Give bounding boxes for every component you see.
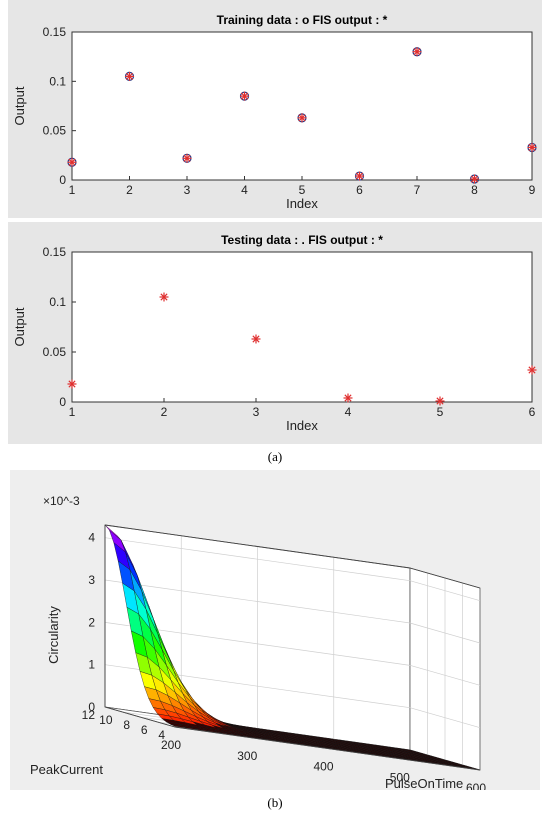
y-axis-label: Output	[12, 307, 27, 346]
x-tick-label: 200	[161, 738, 181, 752]
x-tick-label: 5	[299, 183, 306, 197]
axis-edge	[104, 706, 176, 728]
x-tick-label: 300	[237, 749, 257, 763]
surface-cell	[170, 724, 187, 729]
data-point-star	[67, 379, 77, 389]
z-tick-label: 0	[88, 700, 95, 714]
surface-chart-panel: 0 1 2 3 4 ×10^-3 4 6 8 10 12 200 300 400 500 600 Circula…	[10, 470, 540, 795]
x-tick-label: 400	[313, 760, 333, 774]
x-tick-label: 6	[356, 183, 363, 197]
data-point-star	[240, 91, 249, 101]
data-point-star	[435, 396, 445, 406]
y-tick-label: 0.05	[43, 345, 67, 359]
z-exponent-label: ×10^-3	[43, 494, 80, 508]
data-point-star	[159, 292, 169, 302]
z-tick-label: 4	[88, 531, 95, 545]
data-point-star	[182, 153, 192, 163]
x-tick-label: 2	[161, 405, 168, 419]
y-axis-label: Output	[12, 86, 27, 125]
y-tick-label: 0	[59, 173, 66, 187]
y-tick-label: 10	[99, 713, 113, 727]
y-tick-label: 0.05	[43, 124, 67, 138]
caption-a: (a)	[267, 449, 283, 464]
axis-edge	[174, 726, 481, 771]
y-tick-label: 0.1	[49, 74, 66, 88]
data-point-star	[125, 71, 134, 81]
x-tick-label: 7	[414, 183, 421, 197]
data-point-star	[251, 334, 261, 344]
x-tick-label: 9	[529, 183, 536, 197]
x-tick-label: 4	[345, 405, 352, 419]
testing-chart-panel: Testing data : . FIS output : * 1 2 3 4 5 6 0 0.…	[8, 222, 542, 444]
x-axis-label: Index	[286, 196, 318, 211]
x-tick-label: 4	[241, 183, 248, 197]
x-tick-label: 3	[184, 183, 191, 197]
surface-mesh	[104, 524, 481, 771]
x-tick-label: 1	[69, 183, 76, 197]
y-axis-label: PeakCurrent	[30, 762, 103, 777]
data-point-star	[412, 47, 422, 57]
axis-edge	[104, 524, 411, 569]
data-point-star	[527, 365, 537, 375]
data-point-star	[297, 113, 307, 123]
z-tick-label: 2	[88, 615, 95, 629]
x-tick-label: 1	[69, 405, 76, 419]
x-tick-label: 6	[529, 405, 536, 419]
chart-title: Training data : o FIS output : *	[217, 13, 388, 27]
x-tick-label: 2	[126, 183, 133, 197]
y-tick-label: 0.15	[43, 245, 67, 259]
y-tick-label: 12	[82, 708, 96, 722]
x-axis-label: Index	[286, 418, 318, 433]
data-point-star	[527, 142, 537, 152]
training-chart: Training data : o FIS output : * 1 2 3 4 5 6 7 8…	[12, 13, 537, 211]
caption-b: (b)	[267, 795, 283, 810]
data-point-star	[470, 174, 479, 184]
data-point-star	[67, 157, 77, 167]
y-tick-label: 8	[123, 718, 130, 732]
axis-edge	[409, 567, 481, 589]
x-tick-label: 3	[253, 405, 260, 419]
y-tick-label: 0.15	[43, 25, 67, 39]
x-axis-label: PulseOnTime	[385, 776, 463, 790]
z-tick-label: 3	[88, 573, 95, 587]
y-tick-label: 4	[158, 728, 165, 742]
x-tick-label: 5	[437, 405, 444, 419]
training-chart-panel: Training data : o FIS output : * 1 2 3 4 5 6 7 8…	[8, 0, 542, 218]
z-axis-label: Circularity	[46, 606, 61, 664]
x-tick-label: 8	[471, 183, 478, 197]
x-tick-label: 500	[390, 770, 410, 784]
chart-title: Testing data : . FIS output : *	[221, 233, 383, 247]
plot-area	[71, 251, 533, 403]
testing-chart: Testing data : . FIS output : * 1 2 3 4 5 6 0 0.…	[12, 233, 537, 433]
plot-area	[71, 31, 533, 181]
y-tick-label: 0.1	[49, 295, 66, 309]
surface-chart: 01234×10^-34681012200300400500600Circula…	[30, 494, 486, 795]
x-tick-label: 600	[466, 781, 486, 790]
data-point-star	[343, 393, 353, 403]
y-tick-label: 6	[141, 723, 148, 737]
data-point-star	[355, 171, 364, 181]
z-tick-label: 1	[88, 658, 95, 672]
y-tick-label: 0	[59, 395, 66, 409]
